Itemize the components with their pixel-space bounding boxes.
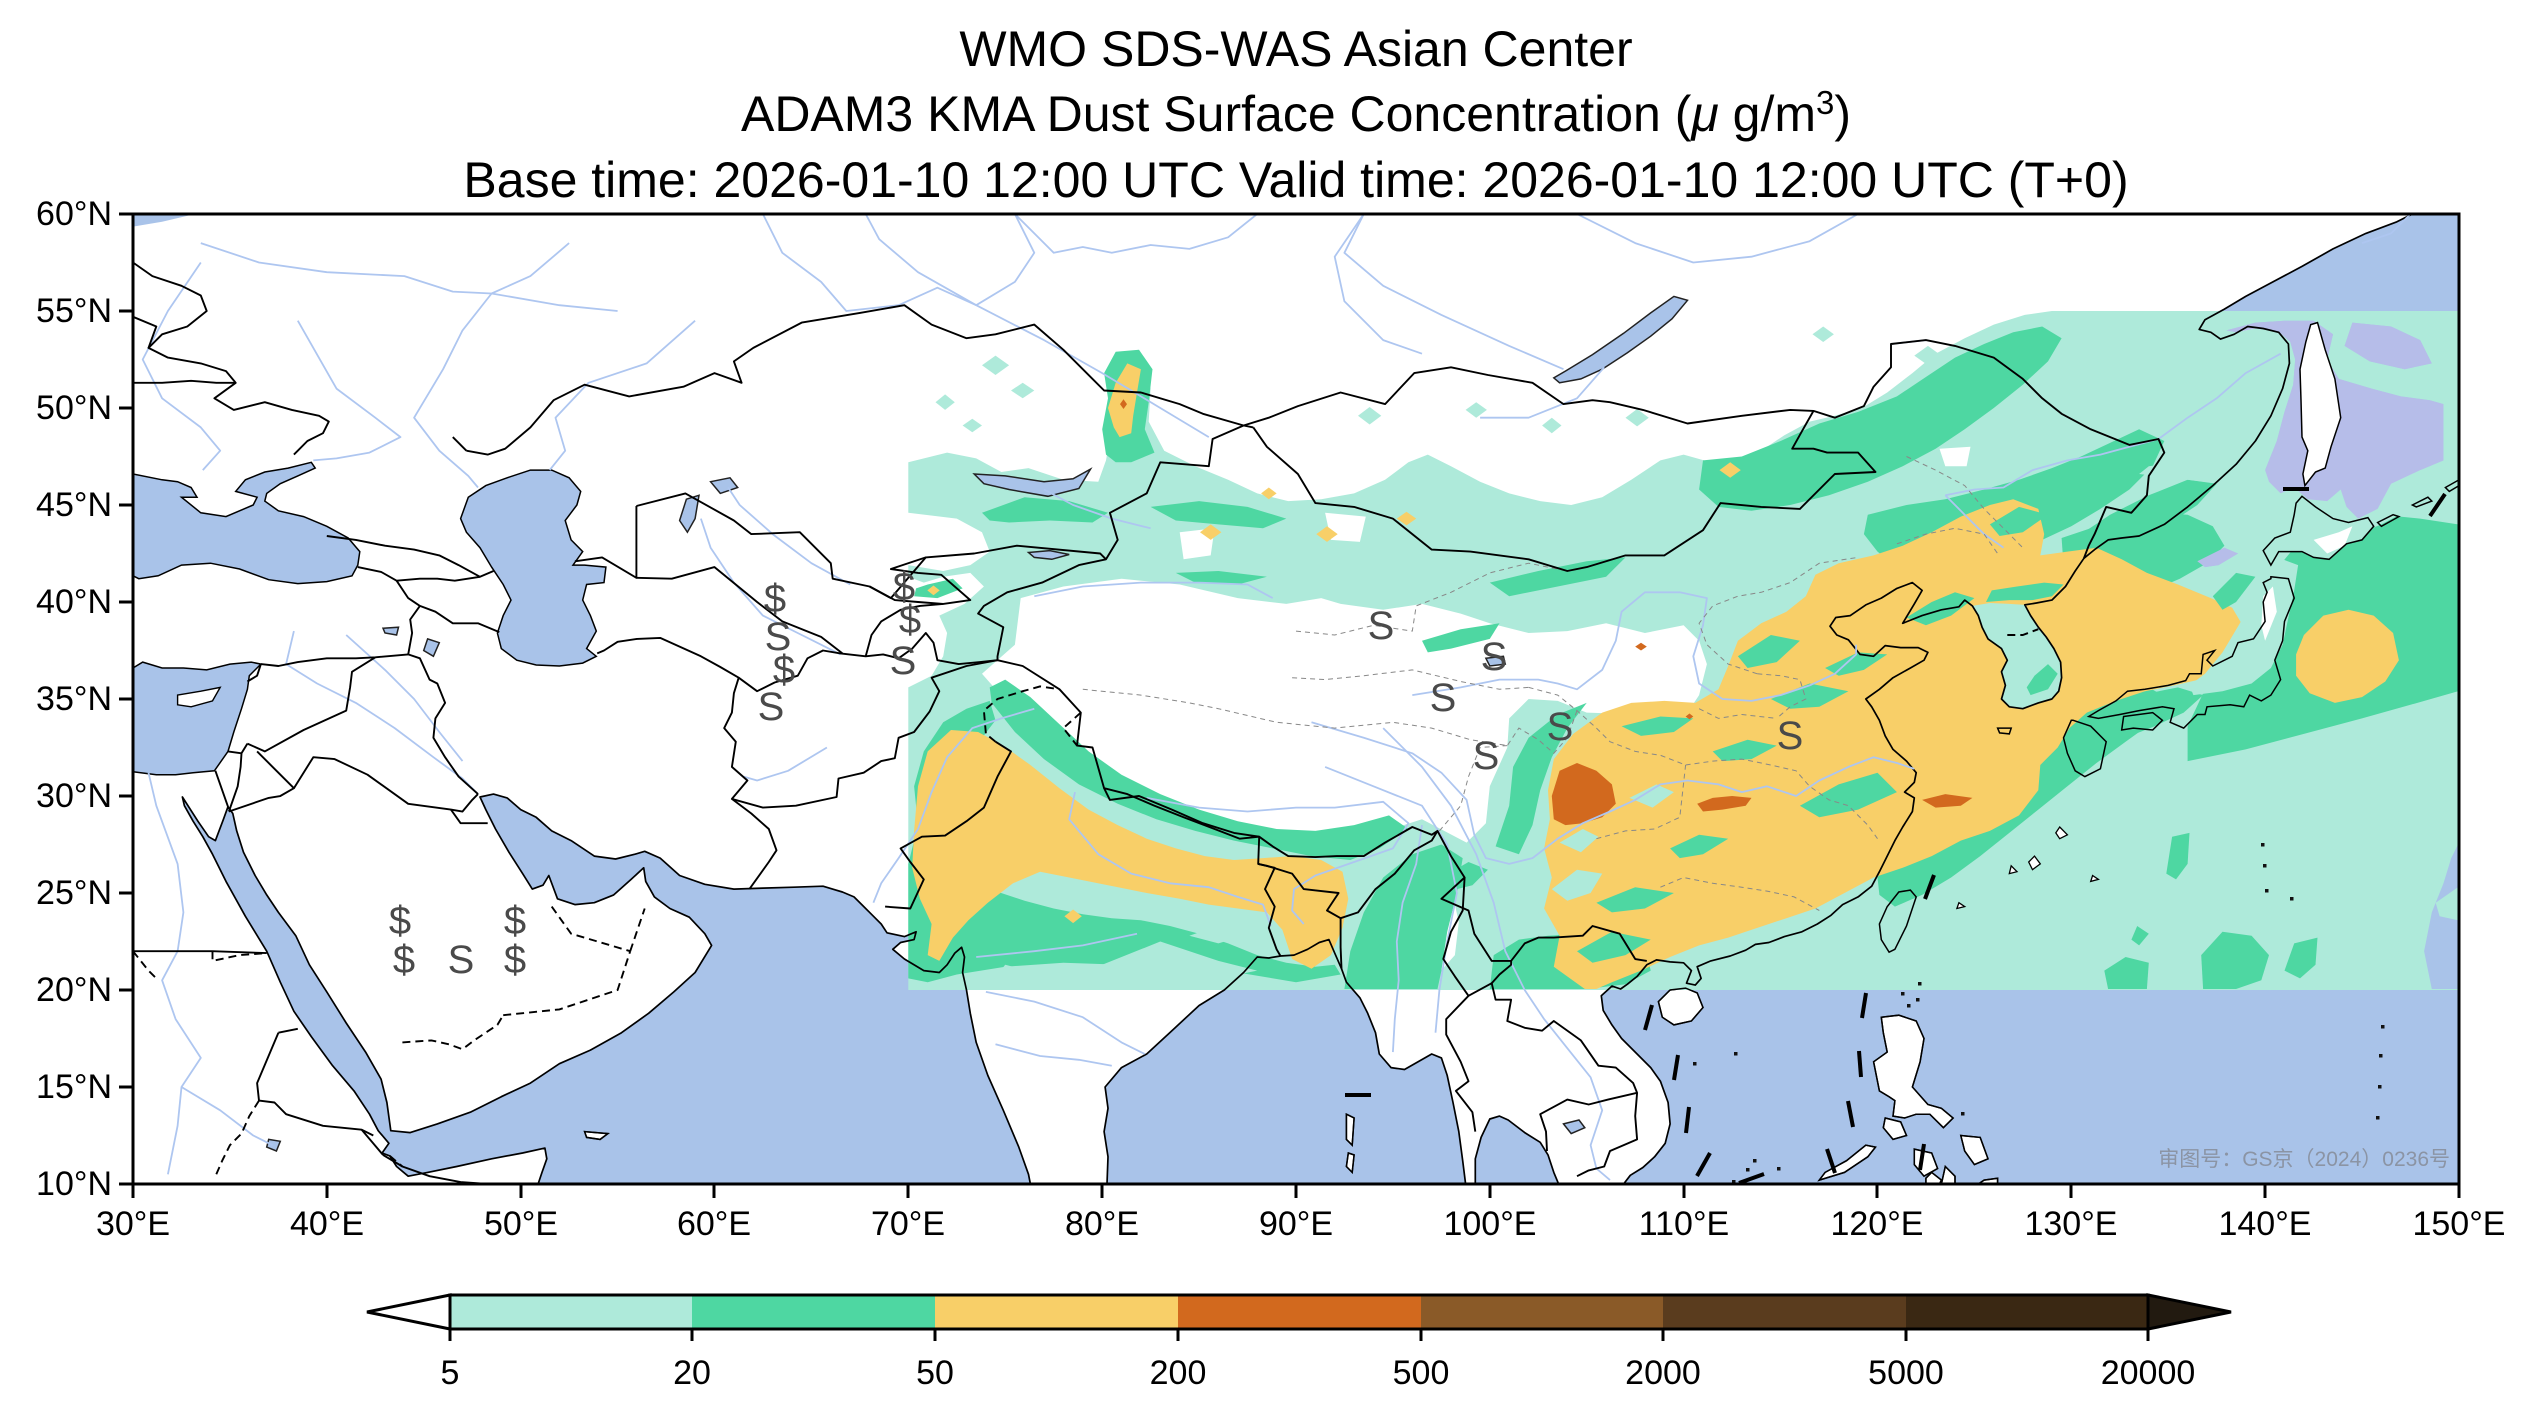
svg-text:$: $	[893, 565, 915, 609]
svg-text:120°E: 120°E	[1830, 1205, 1923, 1243]
svg-text:S: S	[758, 685, 785, 729]
svg-text:150°E: 150°E	[2412, 1205, 2505, 1243]
svg-text:500: 500	[1393, 1354, 1450, 1392]
svg-text:Base time: 2026-01-10 12:00 UT: Base time: 2026-01-10 12:00 UTC Valid ti…	[463, 152, 2128, 208]
svg-text:5000: 5000	[1868, 1354, 1944, 1392]
svg-text:90°E: 90°E	[1259, 1205, 1333, 1243]
svg-text:40°E: 40°E	[290, 1205, 364, 1243]
svg-text:50°E: 50°E	[484, 1205, 558, 1243]
svg-text:130°E: 130°E	[2024, 1205, 2117, 1243]
svg-text:S: S	[1430, 676, 1457, 720]
svg-text:2000: 2000	[1625, 1354, 1701, 1392]
svg-text:60°N: 60°N	[36, 195, 112, 233]
svg-text:50: 50	[916, 1354, 954, 1392]
svg-text:S: S	[1473, 734, 1500, 778]
svg-text:45°N: 45°N	[36, 486, 112, 524]
svg-text:20000: 20000	[2101, 1354, 2196, 1392]
svg-text:S: S	[1481, 635, 1508, 679]
svg-text:S: S	[448, 938, 475, 982]
svg-text:WMO SDS-WAS Asian Center: WMO SDS-WAS Asian Center	[959, 21, 1632, 77]
svg-text:30°N: 30°N	[36, 777, 112, 815]
svg-text:20: 20	[673, 1354, 711, 1392]
svg-text:$: $	[389, 899, 411, 943]
svg-text:100°E: 100°E	[1443, 1205, 1536, 1243]
svg-text:70°E: 70°E	[871, 1205, 945, 1243]
svg-text:S: S	[765, 615, 792, 659]
svg-text:50°N: 50°N	[36, 389, 112, 427]
svg-text:审图号：GS京（2024）0236号: 审图号：GS京（2024）0236号	[2158, 1148, 2450, 1171]
svg-text:55°N: 55°N	[36, 292, 112, 330]
svg-text:5: 5	[441, 1354, 460, 1392]
svg-text:35°N: 35°N	[36, 680, 112, 718]
svg-text:ADAM3 KMA Dust Surface Concent: ADAM3 KMA Dust Surface Concentration (μ …	[741, 84, 1851, 142]
svg-text:$: $	[773, 648, 795, 692]
svg-text:S: S	[1547, 705, 1574, 749]
svg-text:S: S	[1777, 714, 1804, 758]
svg-text:110°E: 110°E	[1639, 1205, 1729, 1243]
svg-text:20°N: 20°N	[36, 971, 112, 1009]
svg-text:10°N: 10°N	[36, 1165, 112, 1203]
svg-text:140°E: 140°E	[2218, 1205, 2311, 1243]
svg-text:15°N: 15°N	[36, 1068, 112, 1106]
svg-text:S: S	[890, 639, 917, 683]
svg-text:200: 200	[1150, 1354, 1207, 1392]
svg-text:$: $	[393, 938, 415, 982]
svg-text:60°E: 60°E	[677, 1205, 751, 1243]
svg-text:$: $	[899, 598, 921, 642]
svg-text:80°E: 80°E	[1065, 1205, 1139, 1243]
svg-text:40°N: 40°N	[36, 583, 112, 621]
svg-text:S: S	[1368, 604, 1395, 648]
svg-text:$: $	[504, 899, 526, 943]
svg-text:$: $	[764, 577, 786, 621]
svg-text:$: $	[504, 938, 526, 982]
svg-text:25°N: 25°N	[36, 874, 112, 912]
svg-text:30°E: 30°E	[96, 1205, 170, 1243]
